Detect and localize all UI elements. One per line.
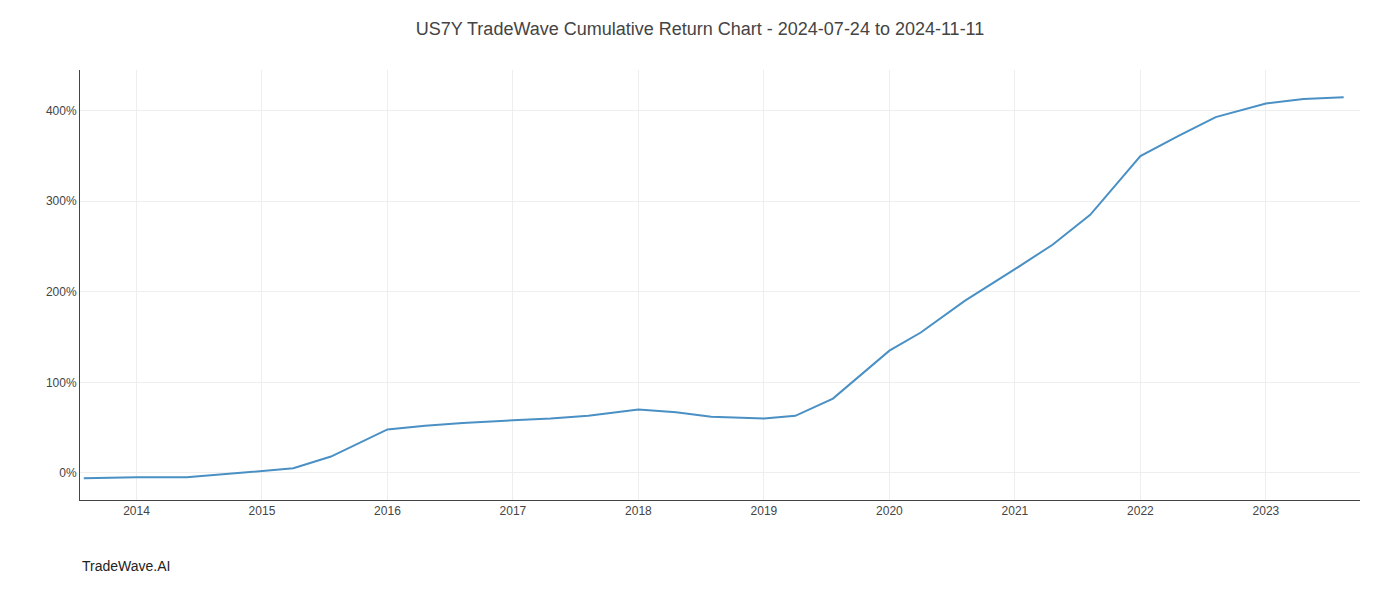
svg-text:2023: 2023 (1253, 504, 1280, 518)
svg-text:2014: 2014 (123, 504, 150, 518)
svg-text:2017: 2017 (500, 504, 527, 518)
svg-text:0%: 0% (59, 466, 77, 480)
svg-text:US7Y TradeWave Cumulative Retu: US7Y TradeWave Cumulative Return Chart -… (416, 19, 985, 39)
svg-text:2022: 2022 (1127, 504, 1154, 518)
svg-text:2018: 2018 (625, 504, 652, 518)
svg-text:300%: 300% (46, 194, 77, 208)
svg-text:100%: 100% (46, 376, 77, 390)
svg-text:2015: 2015 (249, 504, 276, 518)
svg-text:TradeWave.AI: TradeWave.AI (82, 558, 170, 574)
svg-text:200%: 200% (46, 285, 77, 299)
svg-text:2016: 2016 (374, 504, 401, 518)
svg-text:2020: 2020 (876, 504, 903, 518)
svg-text:2021: 2021 (1002, 504, 1029, 518)
svg-text:2019: 2019 (751, 504, 778, 518)
svg-text:400%: 400% (46, 104, 77, 118)
